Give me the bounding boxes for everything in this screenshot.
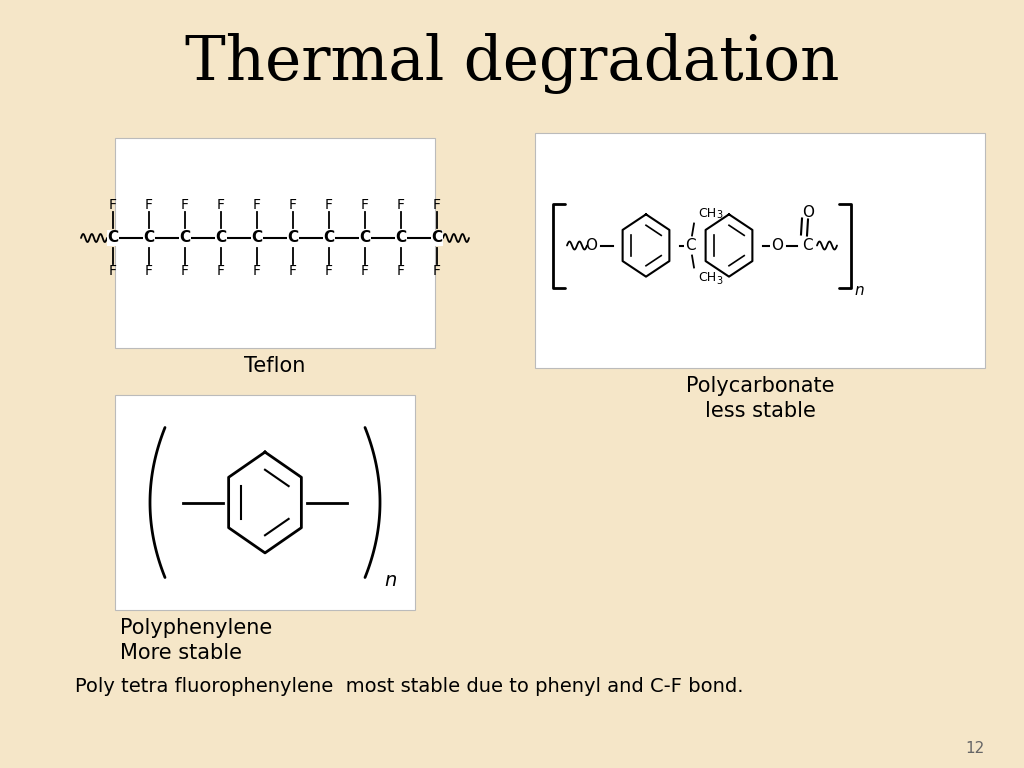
Text: C: C [359, 230, 371, 246]
Text: n: n [854, 283, 863, 297]
Text: F: F [181, 198, 189, 212]
Text: 3: 3 [717, 276, 723, 286]
Text: Poly tetra fluorophenylene  most stable due to phenyl and C-F bond.: Poly tetra fluorophenylene most stable d… [75, 677, 743, 696]
Text: F: F [217, 264, 225, 278]
Text: F: F [217, 198, 225, 212]
Text: CH: CH [698, 271, 716, 284]
Text: O: O [802, 205, 814, 220]
Text: Polycarbonate
less stable: Polycarbonate less stable [686, 376, 835, 421]
Text: F: F [145, 198, 153, 212]
Text: F: F [397, 198, 406, 212]
Text: F: F [109, 198, 117, 212]
Text: F: F [289, 264, 297, 278]
Text: O: O [771, 238, 783, 253]
Text: C: C [431, 230, 442, 246]
Text: F: F [325, 198, 333, 212]
Text: F: F [145, 264, 153, 278]
Text: Polyphenylene
More stable: Polyphenylene More stable [120, 618, 272, 663]
Text: C: C [395, 230, 407, 246]
Text: Teflon: Teflon [245, 356, 306, 376]
Text: n: n [384, 571, 396, 590]
FancyBboxPatch shape [535, 133, 985, 368]
Text: C: C [215, 230, 226, 246]
Text: F: F [397, 264, 406, 278]
Text: O: O [585, 238, 597, 253]
Text: F: F [289, 198, 297, 212]
Text: C: C [252, 230, 262, 246]
Text: F: F [433, 264, 441, 278]
Text: F: F [361, 198, 369, 212]
Text: 12: 12 [966, 741, 985, 756]
Text: C: C [143, 230, 155, 246]
Text: CH: CH [698, 207, 716, 220]
Text: F: F [361, 264, 369, 278]
FancyBboxPatch shape [115, 395, 415, 610]
FancyBboxPatch shape [115, 138, 435, 348]
Text: F: F [181, 264, 189, 278]
Text: C: C [802, 238, 812, 253]
Text: C: C [108, 230, 119, 246]
Text: C: C [324, 230, 335, 246]
Text: C: C [288, 230, 299, 246]
Text: C: C [179, 230, 190, 246]
Text: F: F [253, 264, 261, 278]
Text: F: F [433, 198, 441, 212]
Text: Thermal degradation: Thermal degradation [184, 33, 840, 94]
Text: F: F [109, 264, 117, 278]
Text: F: F [253, 198, 261, 212]
Text: F: F [325, 264, 333, 278]
Text: 3: 3 [717, 210, 723, 220]
Text: C: C [685, 238, 695, 253]
